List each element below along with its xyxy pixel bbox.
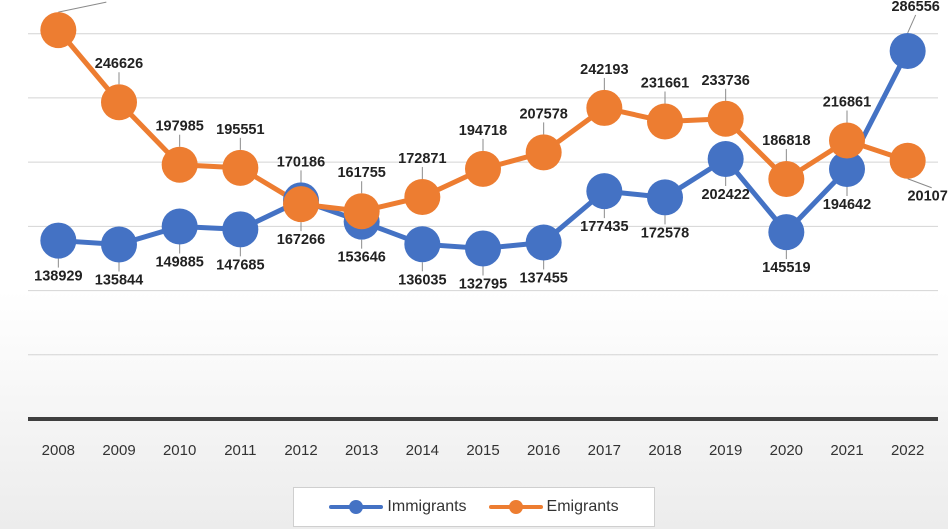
- legend-label-emigrants: Emigrants: [546, 498, 619, 515]
- data-label-emigrants: 233736: [701, 73, 749, 89]
- data-label-immigrants: 286556: [891, 0, 939, 15]
- data-label-immigrants: 153646: [337, 250, 385, 266]
- legend-dot-emigrants: [508, 500, 523, 514]
- x-tick-label: 2016: [527, 442, 560, 459]
- data-label-immigrants: 138929: [34, 269, 82, 285]
- data-point-immigrants[interactable]: [647, 179, 683, 216]
- data-point-immigrants[interactable]: [465, 230, 501, 267]
- data-label-emigrants: 216861: [823, 94, 871, 110]
- x-tick-label: 2009: [102, 442, 135, 459]
- x-tick-label: 2014: [406, 442, 439, 459]
- data-point-emigrants[interactable]: [707, 100, 744, 137]
- x-tick-label: 2013: [345, 442, 378, 459]
- data-label-emigrants: 242193: [580, 62, 628, 78]
- data-label-immigrants: 202422: [701, 187, 749, 203]
- data-label-emigrants: 167266: [277, 232, 325, 248]
- data-point-immigrants[interactable]: [222, 211, 259, 248]
- legend-entry-emigrants[interactable]: Emigrants: [488, 498, 619, 516]
- data-label-emigrants: 207578: [519, 106, 567, 122]
- data-point-emigrants[interactable]: [829, 122, 865, 159]
- data-point-immigrants[interactable]: [101, 226, 137, 263]
- data-point-emigrants[interactable]: [889, 142, 926, 179]
- data-label-emigrants: 195551: [216, 122, 264, 138]
- legend-label-immigrants: Immigrants: [387, 498, 467, 515]
- data-labels: 138929 135844 149885 147685 170186 153646 1360…: [34, 0, 948, 292]
- data-point-immigrants[interactable]: [525, 224, 562, 261]
- data-label-emigrants: 197985: [155, 119, 203, 135]
- label-leaders: [57, 1, 932, 276]
- legend: Immigrants Emigrants: [293, 487, 655, 527]
- x-tick-label: 2021: [830, 442, 863, 459]
- label-leader: [58, 1, 107, 13]
- data-point-immigrants[interactable]: [404, 226, 441, 263]
- data-point-immigrants[interactable]: [889, 32, 926, 69]
- x-tick-label: 2018: [648, 442, 681, 459]
- x-tick-label: 2019: [709, 442, 742, 459]
- legend-dot-immigrants: [349, 500, 364, 514]
- x-axis-ticks: 2008 2009 2010 2011 2012 2013 2014 2015 2016 2017…: [42, 442, 925, 459]
- data-point-immigrants[interactable]: [829, 151, 865, 188]
- legend-swatch-immigrants: [329, 500, 384, 514]
- data-label-emigrants: 302796: [82, 0, 130, 2]
- x-tick-label: 2010: [163, 442, 196, 459]
- label-leader: [907, 14, 917, 34]
- data-label-immigrants: 177435: [580, 219, 628, 235]
- data-point-emigrants[interactable]: [101, 84, 137, 121]
- data-label-immigrants: 172578: [641, 225, 689, 241]
- x-tick-label: 2020: [770, 442, 803, 459]
- data-label-emigrants: 186818: [762, 133, 810, 149]
- data-point-immigrants[interactable]: [40, 222, 77, 259]
- data-label-emigrants: 246626: [95, 56, 143, 72]
- data-label-immigrants: 170186: [277, 154, 325, 170]
- data-point-emigrants[interactable]: [525, 134, 562, 171]
- x-tick-label: 2011: [224, 442, 256, 459]
- data-point-emigrants[interactable]: [768, 161, 805, 198]
- data-point-emigrants[interactable]: [161, 146, 198, 183]
- data-point-immigrants[interactable]: [768, 214, 805, 251]
- data-point-immigrants[interactable]: [707, 141, 744, 178]
- data-label-immigrants: 132795: [459, 276, 507, 292]
- x-tick-label: 2022: [891, 442, 924, 459]
- data-label-emigrants: 201076: [907, 189, 948, 205]
- data-point-emigrants[interactable]: [404, 178, 441, 215]
- data-point-emigrants[interactable]: [465, 150, 501, 187]
- data-point-immigrants[interactable]: [161, 208, 198, 245]
- x-tick-label: 2017: [588, 442, 621, 459]
- x-tick-label: 2012: [284, 442, 317, 459]
- data-label-emigrants: 161755: [337, 165, 385, 181]
- legend-entry-immigrants[interactable]: Immigrants: [329, 498, 467, 516]
- data-label-immigrants: 135844: [95, 273, 143, 289]
- data-label-immigrants: 136035: [398, 272, 446, 288]
- series-markers: [40, 12, 926, 267]
- x-tick-label: 2008: [42, 442, 75, 459]
- data-point-emigrants[interactable]: [283, 186, 319, 223]
- label-leader: [907, 178, 932, 189]
- x-tick-label: 2015: [466, 442, 499, 459]
- data-point-emigrants[interactable]: [586, 89, 623, 126]
- data-label-emigrants: 194718: [459, 123, 507, 139]
- data-point-immigrants[interactable]: [586, 173, 623, 210]
- data-label-immigrants: 137455: [519, 270, 567, 286]
- data-label-immigrants: 145519: [762, 260, 810, 276]
- legend-swatch-emigrants: [488, 500, 543, 514]
- data-label-emigrants: 172871: [398, 151, 446, 167]
- data-label-immigrants: 194642: [823, 197, 871, 213]
- data-point-emigrants[interactable]: [222, 149, 259, 186]
- data-point-emigrants[interactable]: [40, 12, 77, 49]
- data-label-immigrants: 149885: [155, 254, 203, 270]
- data-point-emigrants[interactable]: [647, 103, 683, 140]
- data-label-emigrants: 231661: [641, 75, 689, 91]
- data-label-immigrants: 147685: [216, 257, 264, 273]
- data-point-emigrants[interactable]: [343, 193, 380, 230]
